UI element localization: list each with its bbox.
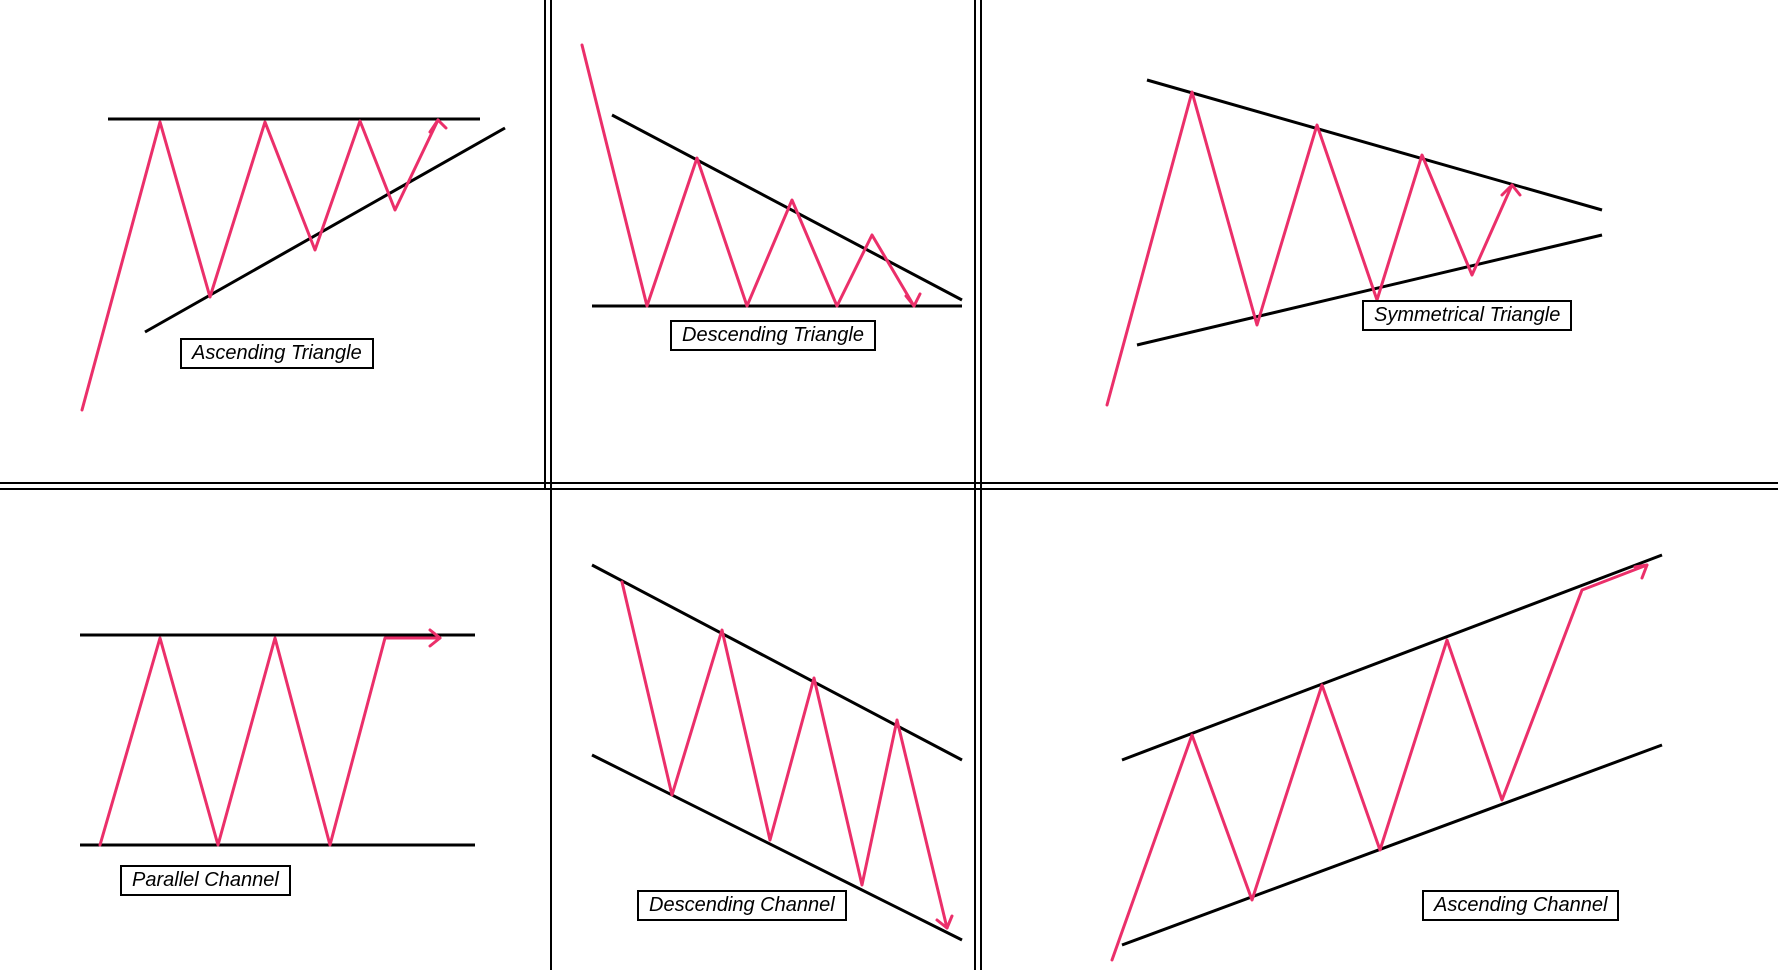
pattern-grid: Ascending Triangle Descending Triangle — [0, 0, 1778, 970]
ascending-triangle-svg — [0, 0, 547, 485]
trendlines — [592, 565, 962, 940]
panel-symmetrical-triangle: Symmetrical Triangle — [982, 0, 1778, 485]
parallel-channel-svg-2 — [0, 490, 547, 970]
price-path — [582, 45, 920, 306]
grid-v-line-2a — [974, 0, 976, 970]
ascending-channel-svg — [982, 490, 1778, 970]
descending-triangle-svg — [552, 0, 974, 485]
label-ascending-channel: Ascending Channel — [1422, 890, 1619, 921]
label-parallel-channel: Parallel Channel — [120, 865, 291, 896]
label-descending-channel: Descending Channel — [637, 890, 847, 921]
trendlines — [1122, 555, 1662, 945]
panel-ascending-triangle: Ascending Triangle — [0, 0, 547, 485]
panel-ascending-channel: Ascending Channel — [982, 490, 1778, 970]
label-text: Descending Triangle — [682, 324, 864, 346]
panel-parallel-channel: Parallel Channel — [0, 490, 547, 970]
label-text: Parallel Channel — [132, 869, 279, 891]
price-path — [622, 582, 952, 928]
panel-descending-triangle: Descending Triangle — [552, 0, 974, 485]
panel-descending-channel: Descending Channel — [552, 490, 974, 970]
label-text: Descending Channel — [649, 894, 835, 916]
price-path — [1107, 92, 1520, 405]
label-text: Symmetrical Triangle — [1374, 304, 1560, 326]
symmetrical-triangle-svg — [982, 0, 1778, 485]
trendlines — [592, 115, 962, 306]
label-symmetrical-triangle: Symmetrical Triangle — [1362, 300, 1572, 331]
label-text: Ascending Channel — [1434, 894, 1607, 916]
label-text: Ascending Triangle — [192, 342, 362, 364]
label-descending-triangle: Descending Triangle — [670, 320, 876, 351]
label-ascending-triangle: Ascending Triangle — [180, 338, 374, 369]
